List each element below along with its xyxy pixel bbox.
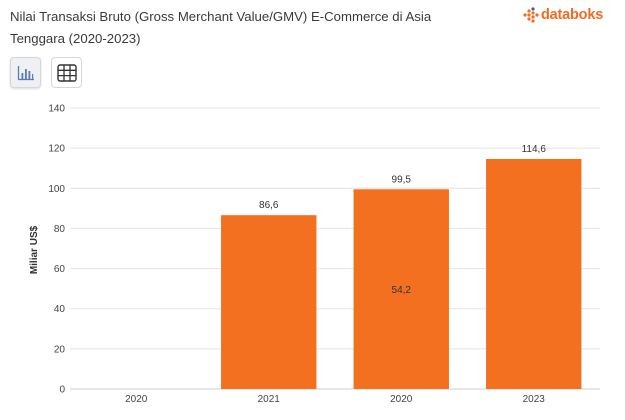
x-tick-label: 2023 — [523, 394, 546, 405]
bar-chart-icon — [17, 65, 34, 80]
data-label: 86,6 — [259, 200, 279, 211]
y-tick-label: 80 — [54, 224, 66, 235]
y-tick-label: 60 — [54, 264, 66, 275]
databoks-logo[interactable]: databoks — [523, 4, 603, 26]
y-axis-title: Miliar US$ — [29, 225, 40, 274]
y-tick-label: 140 — [48, 104, 65, 115]
y-tick-label: 0 — [59, 385, 65, 396]
databoks-logo-text: databoks — [541, 7, 604, 23]
bars — [221, 158, 582, 389]
data-label: 99,5 — [392, 174, 412, 185]
chart-view-button[interactable] — [10, 57, 41, 88]
inner-data-label: 54,2 — [392, 285, 412, 296]
bar[interactable] — [486, 158, 582, 389]
y-tick-label: 20 — [54, 344, 66, 355]
bar[interactable] — [353, 189, 449, 389]
bar[interactable] — [221, 215, 317, 389]
chart-title: Nilai Transaksi Bruto (Gross Merchant Va… — [10, 9, 432, 46]
y-tick-label: 120 — [48, 144, 65, 155]
table-view-button[interactable] — [51, 57, 82, 88]
table-grid-icon — [56, 63, 77, 82]
x-tick-label: 2021 — [258, 394, 281, 405]
y-axis-ticks: 0 20 40 60 80 100 120 140 — [48, 104, 65, 396]
y-tick-label: 100 — [48, 184, 65, 195]
databoks-logo-icon — [523, 7, 539, 23]
x-axis-ticks: 2020 2021 2020 2023 — [125, 394, 545, 405]
y-tick-label: 40 — [54, 304, 66, 315]
data-labels: 86,6 99,5 54,2 114,6 — [259, 144, 546, 296]
x-tick-label: 2020 — [125, 394, 148, 405]
x-tick-label: 2020 — [390, 394, 413, 405]
data-label: 114,6 — [522, 144, 547, 155]
